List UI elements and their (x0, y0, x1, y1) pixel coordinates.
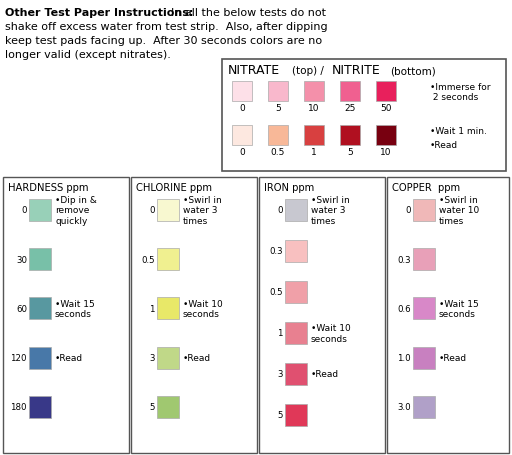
Text: •Read: •Read (183, 354, 211, 362)
FancyBboxPatch shape (304, 82, 324, 102)
Text: NITRATE: NITRATE (228, 64, 280, 77)
Text: 5: 5 (150, 402, 155, 411)
Text: •Read: •Read (311, 369, 339, 379)
FancyBboxPatch shape (232, 82, 252, 102)
FancyBboxPatch shape (285, 363, 307, 385)
FancyBboxPatch shape (268, 126, 288, 146)
FancyBboxPatch shape (376, 82, 396, 102)
Text: •Read: •Read (55, 354, 83, 362)
Text: 1: 1 (278, 329, 283, 338)
Text: 1: 1 (150, 304, 155, 313)
Text: •Wait 10
seconds: •Wait 10 seconds (311, 324, 351, 343)
Text: •Read: •Read (439, 354, 467, 362)
Text: (top) /: (top) / (292, 66, 327, 76)
Text: 0.3: 0.3 (269, 247, 283, 256)
Text: keep test pads facing up.  After 30 seconds colors are no: keep test pads facing up. After 30 secon… (5, 36, 322, 46)
Text: HARDNESS ppm: HARDNESS ppm (8, 182, 89, 192)
FancyBboxPatch shape (29, 248, 51, 271)
Text: •Read: •Read (430, 141, 458, 150)
Text: 30: 30 (16, 255, 27, 264)
FancyBboxPatch shape (413, 248, 435, 271)
FancyBboxPatch shape (376, 126, 396, 146)
FancyBboxPatch shape (157, 200, 179, 222)
Text: •Swirl in
water 3
times: •Swirl in water 3 times (311, 196, 350, 225)
Text: 5: 5 (275, 104, 281, 113)
Text: In all the below tests do not: In all the below tests do not (164, 8, 326, 18)
Text: NITRITE: NITRITE (332, 64, 381, 77)
Text: 50: 50 (380, 104, 392, 113)
FancyBboxPatch shape (413, 298, 435, 320)
Text: •Immerse for
 2 seconds: •Immerse for 2 seconds (430, 83, 490, 102)
Text: 0: 0 (278, 206, 283, 215)
Text: 0: 0 (22, 206, 27, 215)
Text: 0.3: 0.3 (397, 255, 411, 264)
Text: 180: 180 (11, 402, 27, 411)
Text: 10: 10 (308, 104, 320, 113)
FancyBboxPatch shape (285, 281, 307, 303)
Text: 0.5: 0.5 (271, 148, 285, 157)
Text: shake off excess water from test strip.  Also, after dipping: shake off excess water from test strip. … (5, 22, 328, 32)
Text: 3.0: 3.0 (397, 402, 411, 411)
Text: 5: 5 (278, 410, 283, 420)
FancyBboxPatch shape (157, 298, 179, 320)
Text: 10: 10 (380, 148, 392, 157)
FancyBboxPatch shape (29, 396, 51, 418)
Text: •Swirl in
water 3
times: •Swirl in water 3 times (183, 196, 222, 225)
Text: 0: 0 (406, 206, 411, 215)
Text: COPPER  ppm: COPPER ppm (392, 182, 460, 192)
FancyBboxPatch shape (413, 396, 435, 418)
Text: IRON ppm: IRON ppm (264, 182, 314, 192)
Text: •Wait 1 min.: •Wait 1 min. (430, 127, 487, 136)
FancyBboxPatch shape (29, 298, 51, 320)
FancyBboxPatch shape (285, 404, 307, 426)
FancyBboxPatch shape (413, 200, 435, 222)
FancyBboxPatch shape (285, 200, 307, 222)
FancyBboxPatch shape (340, 126, 360, 146)
Text: Other Test Paper Instructions:: Other Test Paper Instructions: (5, 8, 194, 18)
Text: 0.5: 0.5 (269, 288, 283, 297)
Text: 60: 60 (16, 304, 27, 313)
FancyBboxPatch shape (157, 396, 179, 418)
Text: 120: 120 (11, 354, 27, 362)
FancyBboxPatch shape (29, 347, 51, 369)
Text: longer valid (except nitrates).: longer valid (except nitrates). (5, 50, 171, 60)
FancyBboxPatch shape (413, 347, 435, 369)
Text: 3: 3 (150, 354, 155, 362)
Text: (bottom): (bottom) (390, 66, 436, 76)
Text: 0: 0 (239, 148, 245, 157)
FancyBboxPatch shape (157, 347, 179, 369)
Text: •Wait 10
seconds: •Wait 10 seconds (183, 299, 223, 318)
Text: 3: 3 (278, 369, 283, 379)
Text: 0: 0 (239, 104, 245, 113)
Text: 0.6: 0.6 (397, 304, 411, 313)
FancyBboxPatch shape (29, 200, 51, 222)
Text: •Swirl in
water 10
times: •Swirl in water 10 times (439, 196, 479, 225)
FancyBboxPatch shape (304, 126, 324, 146)
Text: •Wait 15
seconds: •Wait 15 seconds (55, 299, 95, 318)
FancyBboxPatch shape (157, 248, 179, 271)
Text: 1.0: 1.0 (397, 354, 411, 362)
FancyBboxPatch shape (232, 126, 252, 146)
FancyBboxPatch shape (268, 82, 288, 102)
Text: •Wait 15
seconds: •Wait 15 seconds (439, 299, 479, 318)
FancyBboxPatch shape (340, 82, 360, 102)
Text: 0.5: 0.5 (141, 255, 155, 264)
FancyBboxPatch shape (285, 322, 307, 344)
Text: CHLORINE ppm: CHLORINE ppm (136, 182, 212, 192)
FancyBboxPatch shape (285, 241, 307, 263)
Text: •Dip in &
remove
quickly: •Dip in & remove quickly (55, 196, 97, 225)
Text: 0: 0 (150, 206, 155, 215)
Text: 1: 1 (311, 148, 317, 157)
Text: 5: 5 (347, 148, 353, 157)
Text: 25: 25 (344, 104, 356, 113)
